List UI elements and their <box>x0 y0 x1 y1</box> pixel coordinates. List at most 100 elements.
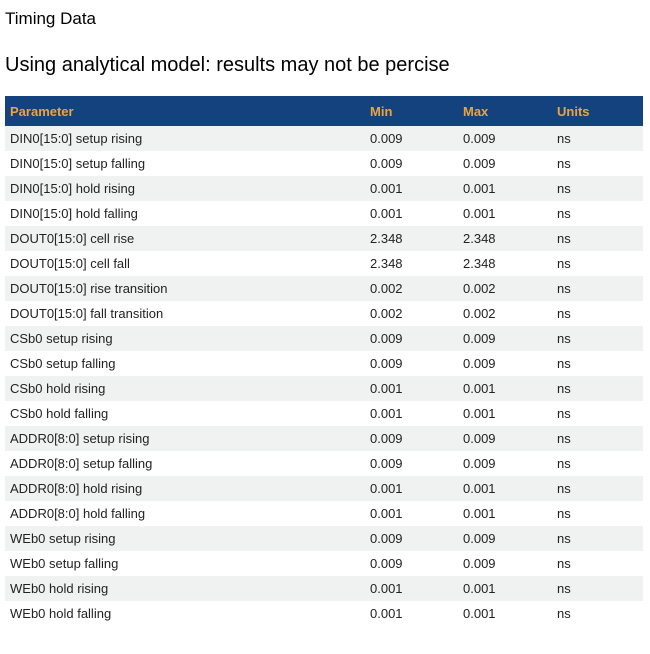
min-cell: 0.009 <box>370 556 403 571</box>
units-cell: ns <box>557 556 571 571</box>
min-cell: 0.009 <box>370 156 403 171</box>
min-cell: 0.009 <box>370 531 403 546</box>
table-row: ADDR0[8:0] hold rising 0.001 0.001 ns <box>5 476 643 501</box>
parameter-cell: DIN0[15:0] setup falling <box>10 156 146 171</box>
parameter-cell: WEb0 setup falling <box>10 556 119 571</box>
parameter-cell: ADDR0[8:0] hold rising <box>10 481 143 496</box>
max-cell: 0.001 <box>463 581 496 596</box>
min-cell: 0.001 <box>370 606 403 621</box>
table-row: CSb0 hold rising 0.001 0.001 ns <box>5 376 643 401</box>
units-cell: ns <box>557 131 571 146</box>
parameter-cell: DOUT0[15:0] fall transition <box>10 306 164 321</box>
units-cell: ns <box>557 481 571 496</box>
units-cell: ns <box>557 206 571 221</box>
max-cell: 0.002 <box>463 281 496 296</box>
units-cell: ns <box>557 456 571 471</box>
parameter-cell: WEb0 hold rising <box>10 581 109 596</box>
max-cell: 0.001 <box>463 606 496 621</box>
min-cell: 0.001 <box>370 181 403 196</box>
table-row: DIN0[15:0] setup rising 0.009 0.009 ns <box>5 126 643 151</box>
min-cell: 0.009 <box>370 431 403 446</box>
table-row: DOUT0[15:0] fall transition 0.002 0.002 ns <box>5 301 643 326</box>
table-row: CSb0 setup falling 0.009 0.009 ns <box>5 351 643 376</box>
units-cell: ns <box>557 231 571 246</box>
table-row: WEb0 hold rising 0.001 0.001 ns <box>5 576 643 601</box>
table-row: DOUT0[15:0] rise transition 0.002 0.002 ns <box>5 276 643 301</box>
parameter-cell: ADDR0[8:0] setup falling <box>10 456 153 471</box>
max-cell: 0.001 <box>463 506 496 521</box>
min-cell: 0.001 <box>370 481 403 496</box>
parameter-cell: ADDR0[8:0] setup rising <box>10 431 150 446</box>
min-cell: 0.001 <box>370 581 403 596</box>
parameter-cell: DOUT0[15:0] cell fall <box>10 256 130 271</box>
min-cell: 0.002 <box>370 306 403 321</box>
parameter-cell: CSb0 hold rising <box>10 381 106 396</box>
table-row: DOUT0[15:0] cell fall 2.348 2.348 ns <box>5 251 643 276</box>
units-cell: ns <box>557 406 571 421</box>
parameter-cell: CSb0 setup rising <box>10 331 113 346</box>
table-row: WEb0 setup falling 0.009 0.009 ns <box>5 551 643 576</box>
min-cell: 2.348 <box>370 231 403 246</box>
units-cell: ns <box>557 331 571 346</box>
column-header-min: Min <box>370 103 393 119</box>
min-cell: 0.009 <box>370 131 403 146</box>
table-row: CSb0 hold falling 0.001 0.001 ns <box>5 401 643 426</box>
timing-table-body: DIN0[15:0] setup rising 0.009 0.009 ns DIN0[… <box>5 126 643 626</box>
parameter-cell: DIN0[15:0] hold falling <box>10 206 138 221</box>
units-cell: ns <box>557 381 571 396</box>
parameter-cell: WEb0 hold falling <box>10 606 112 621</box>
max-cell: 0.009 <box>463 531 496 546</box>
table-row: ADDR0[8:0] setup rising 0.009 0.009 ns <box>5 426 643 451</box>
units-cell: ns <box>557 256 571 271</box>
column-header-max: Max <box>463 103 489 119</box>
max-cell: 0.001 <box>463 481 496 496</box>
units-cell: ns <box>557 181 571 196</box>
units-cell: ns <box>557 431 571 446</box>
timing-report-page: Timing Data Using analytical model: resu… <box>0 8 650 626</box>
max-cell: 0.009 <box>463 556 496 571</box>
min-cell: 0.001 <box>370 206 403 221</box>
max-cell: 0.009 <box>463 131 496 146</box>
parameter-cell: DIN0[15:0] setup rising <box>10 131 143 146</box>
table-row: WEb0 hold falling 0.001 0.001 ns <box>5 601 643 626</box>
max-cell: 2.348 <box>463 231 496 246</box>
page-subtitle: Using analytical model: results may not … <box>5 54 450 76</box>
units-cell: ns <box>557 156 571 171</box>
units-cell: ns <box>557 356 571 371</box>
parameter-cell: DOUT0[15:0] cell rise <box>10 231 135 246</box>
parameter-cell: WEb0 setup rising <box>10 531 116 546</box>
parameter-cell: ADDR0[8:0] hold falling <box>10 506 146 521</box>
table-row: WEb0 setup rising 0.009 0.009 ns <box>5 526 643 551</box>
units-cell: ns <box>557 306 571 321</box>
max-cell: 0.009 <box>463 356 496 371</box>
table-row: DOUT0[15:0] cell rise 2.348 2.348 ns <box>5 226 643 251</box>
min-cell: 0.001 <box>370 406 403 421</box>
min-cell: 2.348 <box>370 256 403 271</box>
max-cell: 0.009 <box>463 331 496 346</box>
units-cell: ns <box>557 581 571 596</box>
units-cell: ns <box>557 281 571 296</box>
min-cell: 0.001 <box>370 381 403 396</box>
column-header-parameter: Parameter <box>10 103 74 119</box>
timing-table: Parameter Min Max Units DIN0[15:0] setup… <box>5 96 643 626</box>
max-cell: 0.009 <box>463 156 496 171</box>
max-cell: 0.009 <box>463 456 496 471</box>
max-cell: 0.009 <box>463 431 496 446</box>
units-cell: ns <box>557 606 571 621</box>
max-cell: 0.001 <box>463 181 496 196</box>
min-cell: 0.001 <box>370 506 403 521</box>
min-cell: 0.009 <box>370 356 403 371</box>
min-cell: 0.002 <box>370 281 403 296</box>
parameter-cell: DIN0[15:0] hold rising <box>10 181 136 196</box>
parameter-cell: CSb0 hold falling <box>10 406 109 421</box>
min-cell: 0.009 <box>370 456 403 471</box>
max-cell: 0.001 <box>463 406 496 421</box>
column-header-units: Units <box>557 103 590 119</box>
min-cell: 0.009 <box>370 331 403 346</box>
table-row: ADDR0[8:0] setup falling 0.009 0.009 ns <box>5 451 643 476</box>
table-row: DIN0[15:0] hold falling 0.001 0.001 ns <box>5 201 643 226</box>
parameter-cell: DOUT0[15:0] rise transition <box>10 281 168 296</box>
max-cell: 0.001 <box>463 206 496 221</box>
units-cell: ns <box>557 506 571 521</box>
parameter-cell: CSb0 setup falling <box>10 356 116 371</box>
